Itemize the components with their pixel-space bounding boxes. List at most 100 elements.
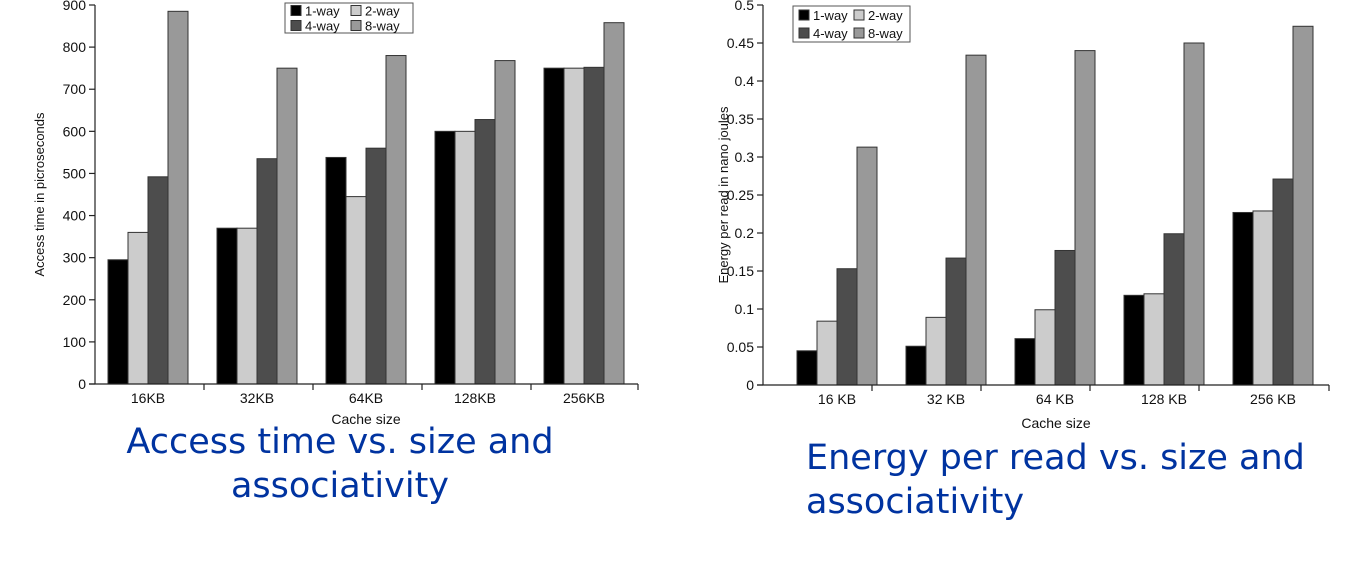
y-tick-label: 0.5 (735, 0, 755, 13)
bar-8-way-16kb (167, 10, 189, 385)
bar-1-way-256kb (543, 67, 565, 385)
bar-2-way-16kb (816, 320, 838, 386)
bar-4-way-64kb (1054, 249, 1076, 386)
bar-8-way-16kb (856, 146, 878, 386)
x-tick-label: 256 KB (1250, 391, 1296, 407)
y-tick-label: 200 (63, 292, 87, 308)
bar-2-way-128kb (1143, 293, 1165, 386)
bar-2-way-128kb (454, 130, 476, 385)
legend-swatch-1-way (798, 9, 810, 21)
x-tick-label: 64KB (349, 390, 383, 406)
y-tick-label: 0 (78, 376, 86, 392)
x-tick-label: 32 KB (927, 391, 965, 407)
bar-2-way-256kb (563, 67, 585, 385)
bar-2-way-32kb (925, 316, 947, 386)
y-tick-label: 0.3 (735, 149, 755, 165)
legend-swatch-2-way (853, 9, 865, 21)
x-axis-label: Cache size (331, 411, 400, 427)
legend-swatch-4-way (798, 27, 810, 39)
y-tick-label: 900 (63, 0, 87, 13)
legend-label-4-way: 4-way (813, 26, 848, 41)
bar-4-way-128kb (1163, 233, 1185, 386)
bar-4-way-16kb (147, 176, 169, 385)
bar-1-way-64kb (1014, 338, 1036, 386)
y-axis-label: Energy per read in nano joules (716, 106, 731, 284)
bar-4-way-256kb (583, 66, 605, 385)
y-tick-label: 400 (63, 208, 87, 224)
energy-per-read-chart: 0 0.05 0.1 0.15 0.2 0.25 0.3 0.35 0.4 0.45 0.5 16 K… (716, 0, 1330, 431)
bar-4-way-128kb (474, 119, 496, 385)
energy-per-read-caption: Energy per read vs. size and associativi… (806, 438, 1305, 522)
bars-group (107, 10, 625, 385)
bar-1-way-16kb (796, 350, 818, 386)
bar-8-way-256kb (1292, 25, 1314, 386)
legend-swatch-8-way (853, 27, 865, 39)
bar-2-way-32kb (236, 227, 258, 385)
x-tick-label: 32KB (240, 390, 274, 406)
bar-1-way-32kb (905, 345, 927, 386)
x-tick-label: 128 KB (1141, 391, 1187, 407)
bar-8-way-128kb (494, 60, 516, 385)
bar-2-way-64kb (345, 196, 367, 385)
access-time-chart: 0 100 200 300 400 500 600 700 800 900 16KB 32KB 64KB… (32, 0, 639, 427)
bar-8-way-64kb (385, 55, 407, 385)
y-tick-label: 0.25 (727, 187, 754, 203)
legend-label-8-way: 8-way (868, 26, 903, 41)
bar-4-way-32kb (945, 257, 967, 386)
bar-1-way-128kb (434, 130, 456, 385)
x-tick-label: 256KB (563, 390, 605, 406)
legend-label-8-way: 8-way (365, 19, 400, 34)
legend: 1-way 2-way 4-way 8-way (792, 5, 911, 43)
y-tick-label: 0.2 (735, 225, 755, 241)
x-axis-label: Cache size (1021, 415, 1090, 431)
legend-box (792, 5, 911, 43)
x-tick-label: 16KB (131, 390, 165, 406)
bar-2-way-256kb (1252, 210, 1274, 386)
legend-label-1-way: 1-way (813, 8, 848, 23)
bar-1-way-16kb (107, 259, 129, 385)
access-time-caption: Access time vs. size and associativity (126, 422, 554, 506)
bar-1-way-128kb (1123, 294, 1145, 386)
x-tick-label: 64 KB (1036, 391, 1074, 407)
x-tick-label: 16 KB (818, 391, 856, 407)
bar-8-way-256kb (603, 22, 625, 385)
legend-swatch-1-way (290, 5, 302, 16)
y-tick-label: 300 (63, 250, 87, 266)
y-tick-label: 0.4 (735, 73, 755, 89)
bars-group (796, 25, 1314, 386)
x-tick-label: 128KB (454, 390, 496, 406)
legend-label-2-way: 2-way (365, 4, 400, 19)
y-tick-label: 100 (63, 334, 87, 350)
bar-8-way-32kb (276, 67, 298, 385)
y-tick-label: 0.05 (727, 339, 754, 355)
legend-swatch-4-way (290, 20, 302, 31)
y-tick-label: 500 (63, 165, 87, 181)
bar-4-way-64kb (365, 147, 387, 385)
y-tick-label: 0 (746, 377, 754, 393)
y-tick-label: 0.35 (727, 111, 754, 127)
bar-2-way-64kb (1034, 309, 1056, 386)
bar-2-way-16kb (127, 231, 149, 385)
legend-swatch-8-way (350, 20, 362, 31)
bar-1-way-32kb (216, 227, 238, 385)
y-tick-label: 0.45 (727, 35, 754, 51)
bar-8-way-64kb (1074, 50, 1096, 386)
y-axis-label: Access time in picroseconds (32, 112, 47, 277)
y-tick-label: 0.15 (727, 263, 754, 279)
bar-1-way-64kb (325, 156, 347, 385)
legend-label-4-way: 4-way (305, 19, 340, 34)
bar-8-way-128kb (1183, 42, 1205, 386)
legend-label-1-way: 1-way (305, 4, 340, 19)
y-tick-label: 800 (63, 39, 87, 55)
y-tick-label: 700 (63, 81, 87, 97)
y-tick-label: 0.1 (735, 301, 755, 317)
y-tick-label: 600 (63, 123, 87, 139)
bar-4-way-16kb (836, 268, 858, 386)
bar-8-way-32kb (965, 54, 987, 386)
legend-swatch-2-way (350, 5, 362, 16)
legend: 1-way 2-way 4-way 8-way (284, 2, 414, 34)
bar-1-way-256kb (1232, 211, 1254, 386)
legend-box (284, 2, 414, 34)
legend-label-2-way: 2-way (868, 8, 903, 23)
bar-4-way-32kb (256, 158, 278, 385)
